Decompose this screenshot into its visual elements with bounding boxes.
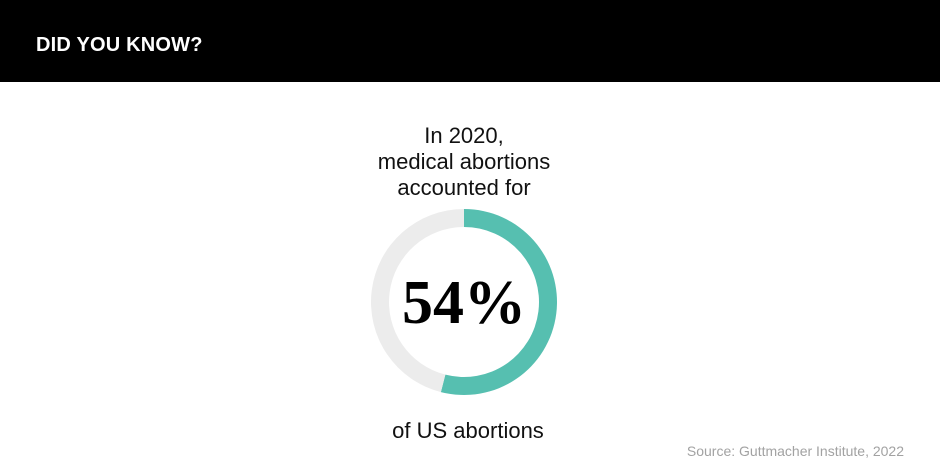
header-banner: DID YOU KNOW? — [0, 0, 940, 82]
statement-line-1: In 2020, — [424, 123, 504, 148]
statement-trailing: of US abortions — [392, 418, 544, 443]
header-title: DID YOU KNOW? — [36, 34, 203, 56]
statement-line-2: medical abortions — [377, 149, 551, 174]
source-note: Source: Guttmacher Institute, 2022 — [686, 443, 904, 459]
donut-slice-filled — [440, 209, 557, 395]
statement-line-3: accounted for — [397, 175, 531, 200]
percentage-value: 54% — [402, 269, 526, 337]
donut-slice-remaining — [371, 209, 464, 393]
donut-chart — [371, 209, 557, 395]
